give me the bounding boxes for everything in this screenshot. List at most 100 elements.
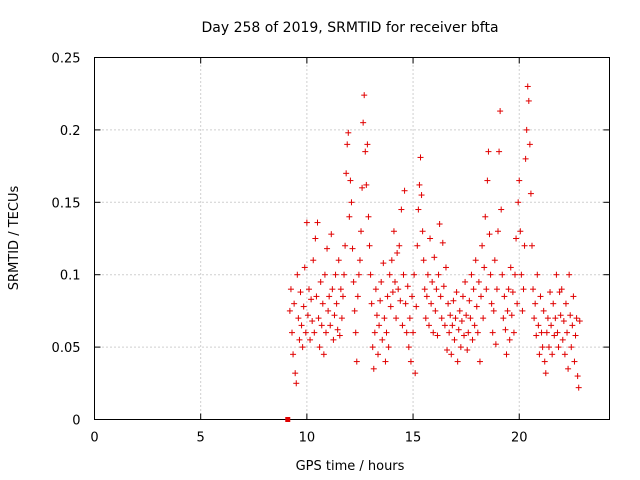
data-point [569,322,576,329]
data-point [475,278,482,285]
data-point [292,370,299,377]
data-point [380,260,387,267]
data-point [385,344,392,351]
data-point [348,199,355,206]
data-point [533,332,540,339]
data-point [316,344,323,351]
data-point [570,293,577,300]
data-point [370,365,377,372]
data-point [299,344,306,351]
x-axis-label: GPS time / hours [296,459,405,474]
data-point [428,300,435,307]
data-point [480,315,487,322]
data-point [557,312,564,319]
data-point [307,336,314,343]
data-point [504,307,511,314]
data-point [456,307,463,314]
data-point [324,245,331,252]
grid-lines [94,57,610,420]
data-point [448,351,455,358]
data-point [481,264,488,271]
data-point [336,332,343,339]
data-points [285,83,583,422]
data-point [295,315,302,322]
data-point [538,329,545,336]
data-point [418,192,425,199]
data-point [326,293,333,300]
data-point [446,329,453,336]
data-point [528,242,535,249]
data-point [347,177,354,184]
data-point [495,228,502,235]
y-tick-labels: 0 0.05 0.1 0.15 0.2 0.25 [52,52,81,429]
data-point [490,307,497,314]
data-point [454,358,461,365]
data-point [501,293,508,300]
data-point [487,271,494,278]
y-tick-label: 0 [72,414,80,429]
data-point [331,312,338,319]
data-point [350,278,357,285]
data-point [543,329,550,336]
x-tick-label: 10 [299,431,316,446]
data-point [522,155,529,162]
data-point [562,300,569,307]
data-point [492,341,499,348]
plot-frame [94,57,610,420]
data-point [375,351,382,358]
data-point [467,315,474,322]
data-point [328,231,335,238]
data-point [525,97,532,104]
data-point [515,199,522,206]
data-point [496,148,503,155]
data-point [541,358,548,365]
data-point [540,307,547,314]
data-point [318,322,325,329]
data-point [296,336,303,343]
y-tick-label: 0.25 [52,52,81,67]
data-point [437,293,444,300]
data-point [474,329,481,336]
data-point [491,257,498,264]
data-point [320,351,327,358]
data-point [287,286,294,293]
data-point [508,312,515,319]
data-point [412,370,419,377]
data-point [379,336,386,343]
data-point [548,322,555,329]
data-point [441,322,448,329]
data-point [399,322,406,329]
data-point [333,300,340,307]
data-point [435,271,442,278]
data-point [439,239,446,246]
data-point [305,286,312,293]
data-point [472,257,479,264]
data-point [298,322,305,329]
data-point [408,293,415,300]
data-point [507,264,514,271]
y-tick-label: 0.15 [52,196,81,211]
data-point [532,300,539,307]
data-point [390,228,397,235]
data-point [334,326,341,333]
data-point [444,346,451,353]
data-point [301,264,308,271]
data-point [573,315,580,322]
x-tick-label: 5 [197,431,205,446]
data-point [397,297,404,304]
data-point [429,278,436,285]
data-point [419,228,426,235]
data-point [461,332,468,339]
data-point [576,318,583,325]
data-point [329,286,336,293]
data-point [567,312,574,319]
data-point [523,126,530,133]
data-point [330,336,337,343]
data-point [377,297,384,304]
data-point [372,286,379,293]
data-point [511,271,518,278]
data-point [520,286,527,293]
data-point [438,315,445,322]
data-point [378,278,385,285]
